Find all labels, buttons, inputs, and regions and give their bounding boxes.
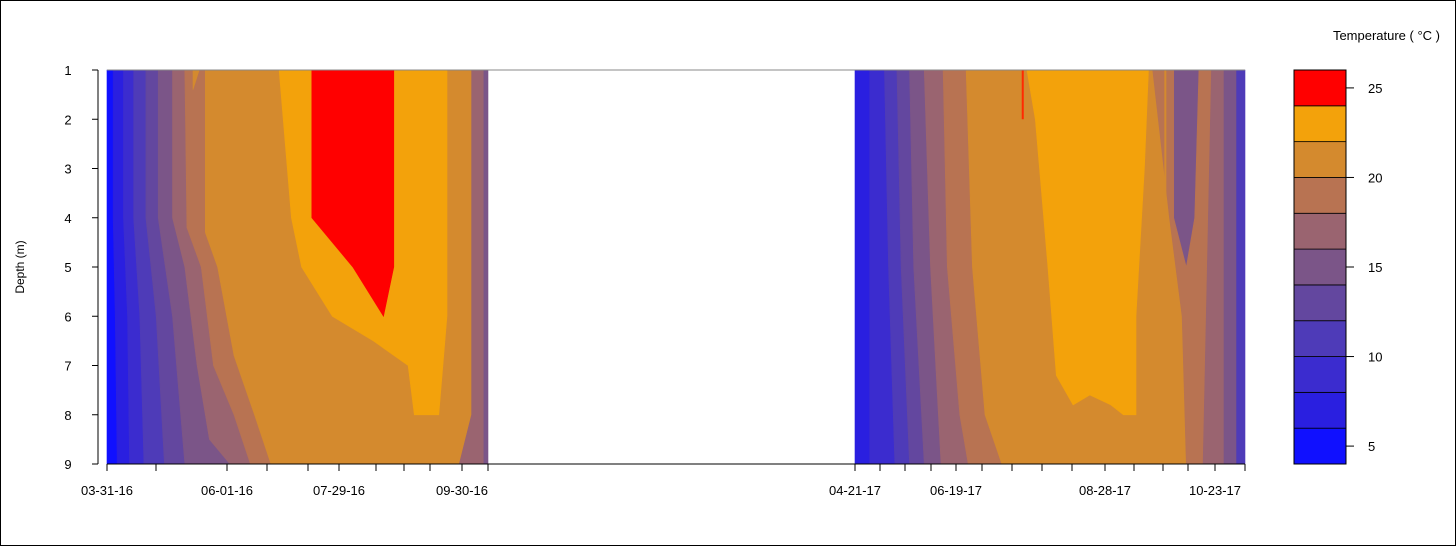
x-tick-label-2: 07-29-16 bbox=[313, 483, 365, 498]
contour-region-2017-11 bbox=[1223, 69, 1237, 465]
contour-region-2017-0 bbox=[854, 69, 871, 465]
legend-swatch-1 bbox=[1293, 391, 1347, 429]
contour-region-2017-8 bbox=[980, 69, 1149, 416]
legend-swatch-10 bbox=[1293, 69, 1347, 107]
legend-swatch-3 bbox=[1293, 320, 1347, 357]
x-tick-label-7: 10-23-17 bbox=[1189, 483, 1241, 498]
y-axis: 1 2 3 4 5 6 7 8 9 bbox=[64, 63, 99, 472]
plot-segments bbox=[106, 69, 1246, 465]
legend-swatch-6 bbox=[1293, 212, 1347, 250]
contour-region-2016-12 bbox=[483, 69, 489, 465]
legend-swatch-9 bbox=[1293, 105, 1347, 143]
y-tick-label-9: 9 bbox=[64, 457, 71, 472]
y-tick-label-1: 1 bbox=[64, 63, 71, 78]
x-tick-label-0: 03-31-16 bbox=[81, 483, 133, 498]
y-axis-title: Depth (m) bbox=[13, 240, 27, 293]
legend-swatch-5 bbox=[1293, 248, 1347, 286]
legend-tick-label-20: 20 bbox=[1368, 170, 1382, 185]
x-tick-label-4: 04-21-17 bbox=[829, 483, 881, 498]
color-legend: 5 10 15 20 25 bbox=[1293, 69, 1382, 465]
x-tick-label-3: 09-30-16 bbox=[436, 483, 488, 498]
y-tick-label-7: 7 bbox=[64, 359, 71, 374]
x-axis: 03-31-16 06-01-16 07-29-16 09-30-16 04-21-17… bbox=[81, 463, 1246, 498]
legend-swatch-0 bbox=[1293, 427, 1347, 465]
segment-2016 bbox=[106, 69, 489, 465]
legend-tick-label-15: 15 bbox=[1368, 260, 1382, 275]
y-tick-label-2: 2 bbox=[64, 112, 71, 127]
legend-swatch-7 bbox=[1293, 177, 1347, 214]
legend-tick-label-25: 25 bbox=[1368, 81, 1382, 96]
legend-title: Temperature ( °C ) bbox=[1333, 28, 1440, 43]
y-tick-label-5: 5 bbox=[64, 260, 71, 275]
legend-swatch-4 bbox=[1293, 284, 1347, 322]
legend-swatch-2 bbox=[1293, 356, 1347, 393]
y-tick-label-3: 3 bbox=[64, 162, 71, 177]
x-tick-label-5: 06-19-17 bbox=[930, 483, 982, 498]
x-tick-label-1: 06-01-16 bbox=[201, 483, 253, 498]
y-tick-label-6: 6 bbox=[64, 309, 71, 324]
contour-region-2017-12 bbox=[1236, 69, 1246, 465]
segment-2017 bbox=[854, 69, 1246, 465]
legend-swatch-8 bbox=[1293, 141, 1347, 178]
x-tick-label-6: 08-28-17 bbox=[1079, 483, 1131, 498]
legend-tick-label-5: 5 bbox=[1368, 439, 1375, 454]
y-tick-label-8: 8 bbox=[64, 408, 71, 423]
legend-tick-label-10: 10 bbox=[1368, 350, 1382, 365]
y-tick-label-4: 4 bbox=[64, 211, 71, 226]
